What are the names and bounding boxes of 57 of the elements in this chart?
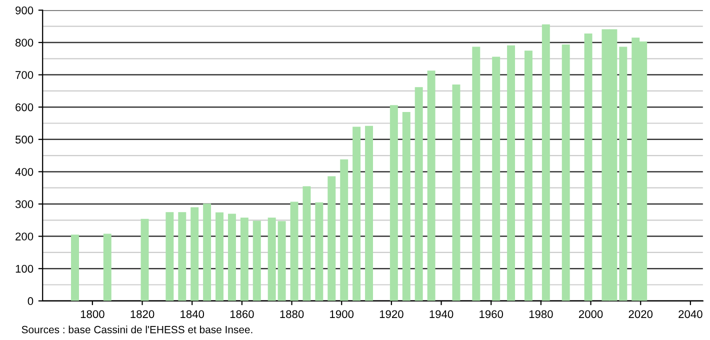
x-tick-label: 1920 <box>380 310 404 318</box>
bar <box>365 126 373 301</box>
y-tick-label: 300 <box>15 200 34 208</box>
bar <box>103 234 112 301</box>
bar <box>71 234 79 301</box>
bar <box>562 44 570 301</box>
bar <box>472 46 480 301</box>
bar <box>414 87 423 301</box>
y-tick-label: 700 <box>16 71 34 79</box>
x-tick-label: 1960 <box>480 310 504 318</box>
bar <box>302 186 311 301</box>
bar <box>290 202 298 301</box>
x-tick-label: 1800 <box>80 310 104 318</box>
y-tick-label: 200 <box>16 232 34 240</box>
bar <box>203 204 212 301</box>
source-note: Sources : base Cassini de l'EHESS et base Insee. <box>22 326 252 334</box>
x-tick-label: 1940 <box>430 310 454 318</box>
bar <box>584 33 592 301</box>
bar <box>328 176 336 301</box>
bar <box>492 56 500 301</box>
bar <box>452 84 460 301</box>
bar <box>619 46 628 301</box>
bar <box>427 70 436 301</box>
y-tick-label: 800 <box>16 38 34 47</box>
y-tick-label: 400 <box>15 168 34 176</box>
x-tick-label: 2040 <box>678 310 702 318</box>
bar <box>228 214 236 301</box>
bar <box>507 45 516 301</box>
x-tick-label: 1900 <box>330 310 354 318</box>
x-tick-label: 1820 <box>130 310 154 318</box>
bar <box>402 112 410 301</box>
bar <box>278 221 286 301</box>
bar <box>352 126 361 301</box>
x-tick-label: 2000 <box>578 310 603 318</box>
bar <box>268 218 276 301</box>
bar <box>542 24 550 301</box>
bar <box>216 212 224 301</box>
x-tick-label: 1980 <box>529 310 553 318</box>
x-tick-label: 1880 <box>280 310 304 318</box>
y-tick-label: 100 <box>16 264 34 273</box>
bar <box>178 212 186 301</box>
bar <box>524 50 532 301</box>
bar <box>340 159 348 301</box>
y-tick-label: 600 <box>16 103 34 112</box>
x-tick-label: 1840 <box>180 310 204 318</box>
bar <box>166 212 174 301</box>
y-tick-label: 500 <box>15 136 34 144</box>
bar <box>240 218 248 301</box>
x-tick-label: 1860 <box>230 310 254 318</box>
bar <box>190 207 199 301</box>
y-tick-label: 0 <box>28 297 34 306</box>
y-tick-label: 900 <box>16 6 34 14</box>
bar <box>252 220 261 301</box>
bar <box>315 202 324 301</box>
x-tick-label: 2020 <box>628 310 653 318</box>
bar <box>140 218 149 301</box>
bar <box>390 105 398 301</box>
